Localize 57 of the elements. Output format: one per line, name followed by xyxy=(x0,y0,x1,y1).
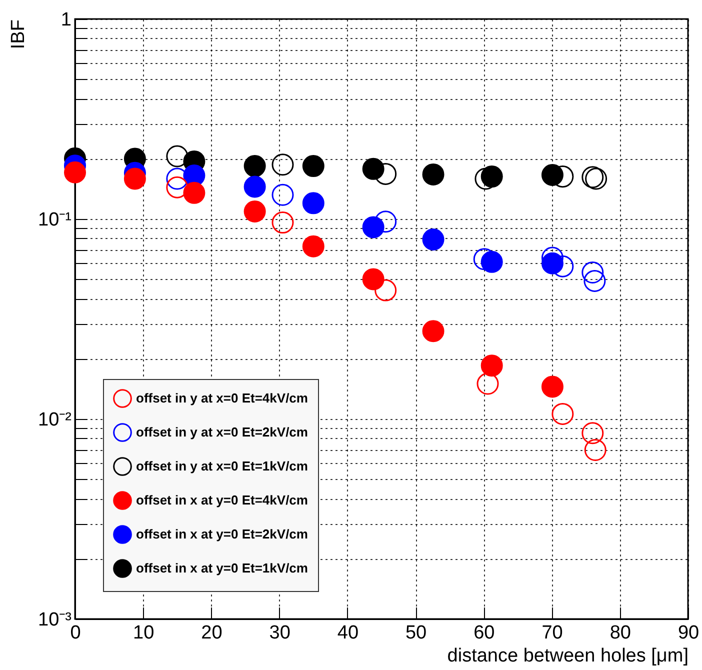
x-tick-label: 20 xyxy=(201,622,222,644)
x-tick-label: 50 xyxy=(405,622,427,644)
point xyxy=(584,439,606,461)
point xyxy=(124,168,146,190)
point xyxy=(582,262,604,284)
point xyxy=(302,192,324,214)
x-tick-label: 90 xyxy=(678,622,700,644)
point xyxy=(582,422,604,444)
legend-label: offset in y at x=0 Et=1kV/cm xyxy=(136,458,308,474)
point xyxy=(541,376,564,398)
point xyxy=(374,210,397,233)
point xyxy=(476,372,499,395)
x-tick-label: 10 xyxy=(133,622,154,644)
point xyxy=(244,155,266,178)
point xyxy=(552,402,574,425)
x-tick-label: 70 xyxy=(542,622,563,644)
point xyxy=(302,155,324,178)
point xyxy=(272,212,294,234)
point xyxy=(362,268,384,290)
y-axis-title: IBF xyxy=(8,20,30,50)
point xyxy=(362,158,384,180)
x-tick-label: 80 xyxy=(610,622,631,644)
point xyxy=(541,164,564,186)
point xyxy=(272,154,294,176)
y-tick-label: 10⁻¹ xyxy=(38,210,72,230)
point xyxy=(166,176,188,198)
x-tick-label: 40 xyxy=(337,622,359,644)
legend-label: offset in x at y=0 Et=4kV/cm xyxy=(136,492,308,508)
x-tick-label: 30 xyxy=(269,622,290,644)
point xyxy=(582,166,604,188)
y-tick-label: 1 xyxy=(60,10,72,30)
point xyxy=(183,182,206,204)
point xyxy=(272,184,294,206)
legend-label: offset in x at y=0 Et=2kV/cm xyxy=(136,526,308,542)
point xyxy=(244,200,266,222)
point xyxy=(584,270,606,292)
legend-label: offset in y at x=0 Et=2kV/cm xyxy=(136,424,308,440)
legend-label: offset in x at y=0 Et=1kV/cm xyxy=(136,560,308,576)
point xyxy=(166,145,188,168)
point xyxy=(480,354,503,377)
legend-label: offset in y at x=0 Et=4kV/cm xyxy=(136,390,308,406)
point xyxy=(374,279,397,302)
point xyxy=(64,161,86,184)
point xyxy=(244,176,266,198)
x-axis-title: distance between holes [μm] xyxy=(447,646,688,666)
point xyxy=(374,162,397,185)
x-tick-label: 60 xyxy=(474,622,495,644)
point xyxy=(585,168,608,190)
point xyxy=(422,163,444,186)
point xyxy=(422,320,444,342)
x-tick-label: 0 xyxy=(70,622,81,644)
y-tick-label: 10⁻³ xyxy=(38,610,72,630)
point xyxy=(362,216,384,238)
point xyxy=(166,168,188,190)
point xyxy=(302,235,324,258)
point xyxy=(422,228,444,250)
y-tick-label: 10⁻² xyxy=(38,410,72,430)
